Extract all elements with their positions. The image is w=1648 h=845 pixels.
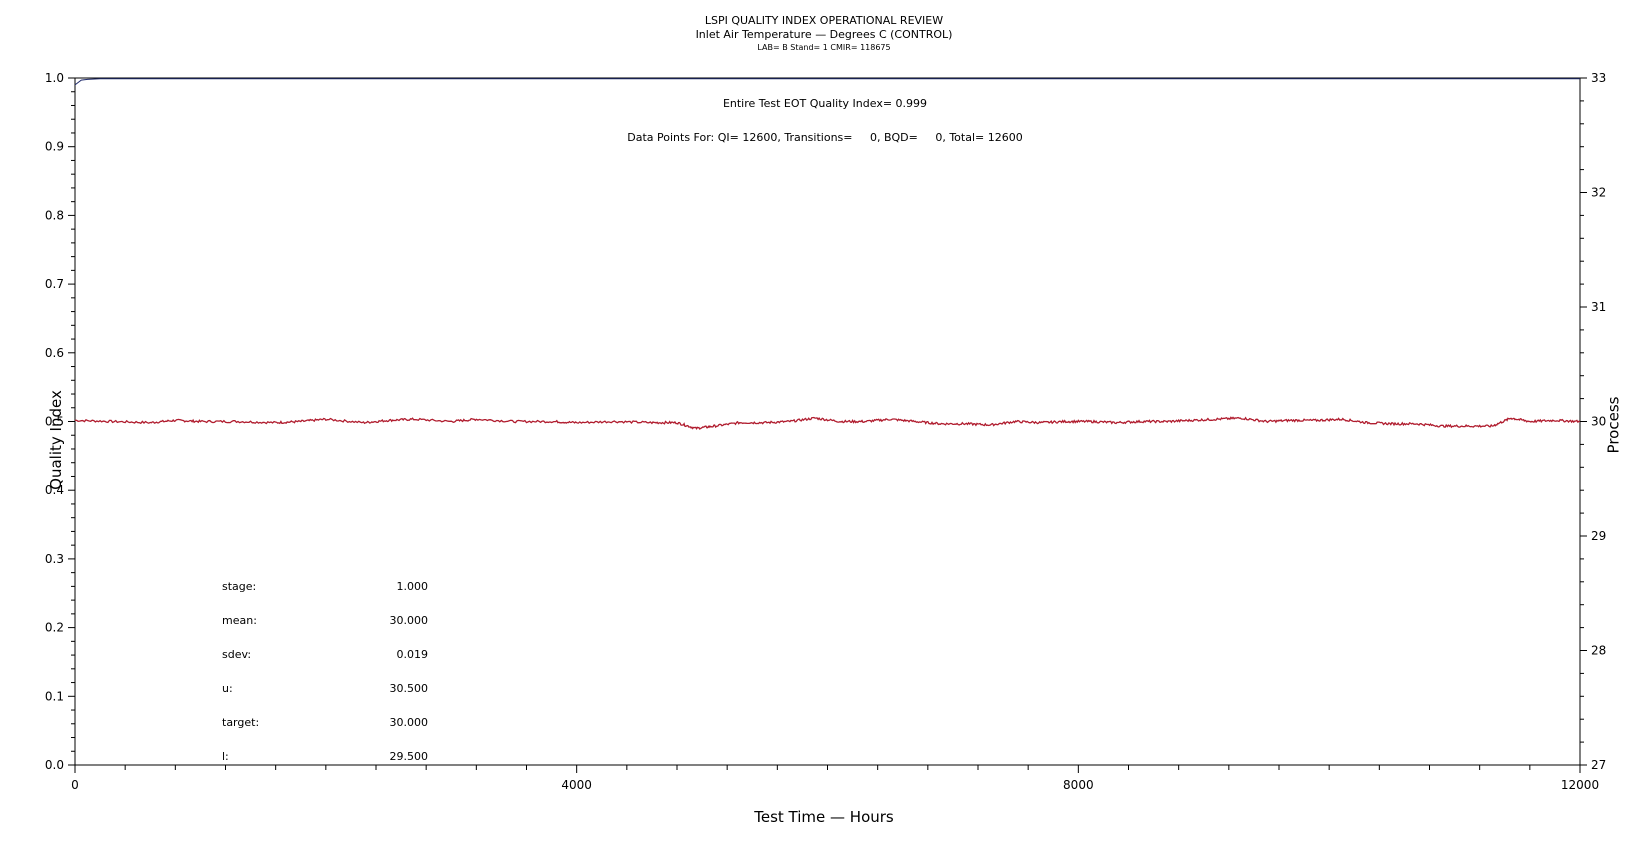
quality-index-series-line xyxy=(74,78,1580,86)
y-tick-label-left: 0.1 xyxy=(45,689,64,703)
axes-group: 0.0 0.1 0.2 0.3 0.4 0.5 0.6 0.7 0.8 0.9 1.0 27 28 29 3… xyxy=(45,71,1606,792)
series-group xyxy=(74,78,1581,431)
y-axis-label-left: Quality Index xyxy=(46,390,65,490)
stats-label: mean: xyxy=(222,614,257,627)
y-axis-label-right: Process xyxy=(1604,396,1623,454)
y-tick-label-left: 0.3 xyxy=(45,552,64,566)
process-series-line xyxy=(74,416,1581,431)
y-tick-label-right: 29 xyxy=(1591,529,1606,543)
data-points-annotation: Data Points For: QI= 12600, Transitions=… xyxy=(627,131,1022,144)
x-tick-label: 0 xyxy=(71,778,79,792)
stats-label: l: xyxy=(222,750,229,763)
y-tick-label-right: 27 xyxy=(1591,758,1606,772)
chart-lab-info: LAB= B Stand= 1 CMIR= 118675 xyxy=(757,43,891,52)
y-tick-label-left: 1.0 xyxy=(45,71,64,85)
y-tick-label-left: 0.9 xyxy=(45,140,64,154)
y-tick-label-right: 30 xyxy=(1591,415,1606,429)
stats-label: stage: xyxy=(222,580,256,593)
stats-value: 30.000 xyxy=(390,614,429,627)
quality-index-annotation: Entire Test EOT Quality Index= 0.999 xyxy=(723,97,927,110)
y-tick-label-right: 32 xyxy=(1591,186,1606,200)
y-tick-label-left: 0.0 xyxy=(45,758,64,772)
x-tick-label: 12000 xyxy=(1561,778,1599,792)
stats-value: 1.000 xyxy=(397,580,429,593)
y-tick-label-left: 0.5 xyxy=(45,415,64,429)
x-axis-label: Test Time — Hours xyxy=(754,808,894,826)
chart-titles: LSPI QUALITY INDEX OPERATIONAL REVIEW In… xyxy=(0,14,1648,53)
y-tick-label-left: 0.4 xyxy=(45,483,64,497)
stats-table: stage: 1.000 mean: 30.000 sdev: 0.019 u: 30.500… xyxy=(222,580,428,763)
stats-label: u: xyxy=(222,682,233,695)
y-tick-label-left: 0.8 xyxy=(45,208,64,222)
stats-label: target: xyxy=(222,716,259,729)
chart-subtitle: Inlet Air Temperature — Degrees C (CONTR… xyxy=(695,28,953,41)
y-tick-label-right: 33 xyxy=(1591,71,1606,85)
x-tick-label: 4000 xyxy=(561,778,592,792)
y-tick-label-right: 31 xyxy=(1591,300,1606,314)
stats-value: 29.500 xyxy=(390,750,429,763)
stats-value: 0.019 xyxy=(397,648,429,661)
stats-value: 30.500 xyxy=(390,682,429,695)
y-tick-label-left: 0.6 xyxy=(45,346,64,360)
y-tick-label-right: 28 xyxy=(1591,644,1606,658)
y-tick-label-left: 0.2 xyxy=(45,621,64,635)
x-tick-label: 8000 xyxy=(1063,778,1094,792)
chart-title: LSPI QUALITY INDEX OPERATIONAL REVIEW xyxy=(704,14,944,27)
stats-value: 30.000 xyxy=(390,716,429,729)
y-tick-label-left: 0.7 xyxy=(45,277,64,291)
stats-label: sdev: xyxy=(222,648,251,661)
